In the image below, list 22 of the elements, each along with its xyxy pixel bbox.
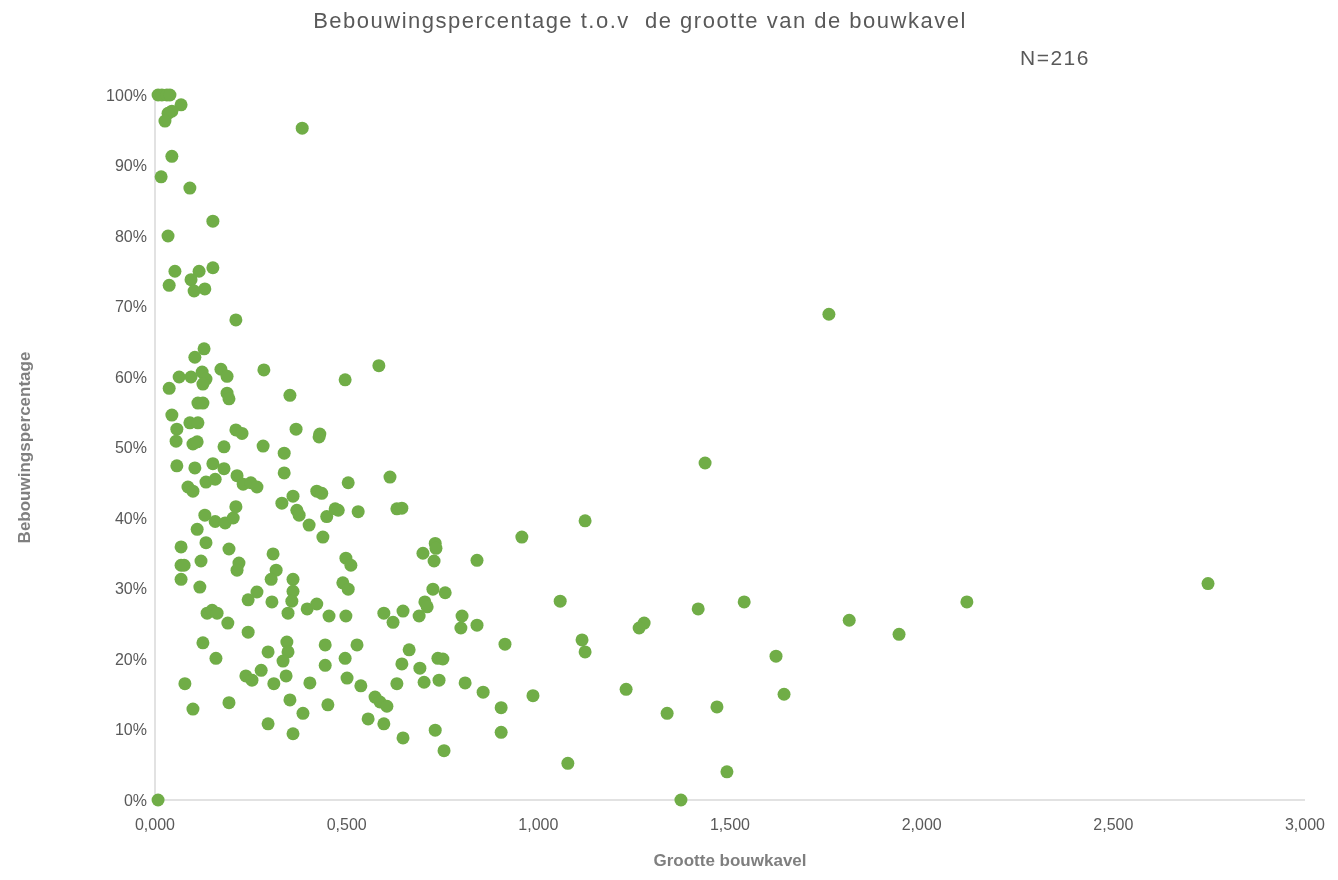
- y-tick-label: 100%: [106, 86, 147, 104]
- y-tick-label: 10%: [114, 721, 147, 739]
- y-tick-label: 50%: [114, 439, 147, 457]
- y-tick-label: 90%: [114, 157, 147, 175]
- chart-title: Bebouwingspercentage t.o.v de grootte van de bouwkavel: [313, 8, 967, 33]
- y-tick-label: 0%: [123, 791, 147, 809]
- y-tick-label: 70%: [114, 298, 147, 316]
- y-tick-label: 20%: [114, 650, 147, 668]
- x-tick-label: 2,500: [1093, 816, 1134, 833]
- y-axis-title: Bebouwingspercentage: [15, 351, 34, 544]
- text: N=216: [1020, 46, 1090, 69]
- x-tick-label: 3,000: [1284, 816, 1326, 833]
- y-tick-label: 80%: [114, 227, 147, 245]
- x-tick-label: 2,000: [901, 816, 942, 833]
- y-tick-label: 60%: [114, 368, 147, 386]
- x-tick-label: 0,000: [134, 816, 176, 833]
- x-tick-label: 1,500: [709, 816, 751, 833]
- y-tick-label: 30%: [114, 580, 147, 598]
- x-tick-label: 0,500: [326, 816, 367, 833]
- x-axis-title: Grootte bouwkavel: [653, 851, 807, 870]
- y-tick-label: 40%: [114, 509, 147, 527]
- x-tick-label: 1,000: [518, 816, 559, 833]
